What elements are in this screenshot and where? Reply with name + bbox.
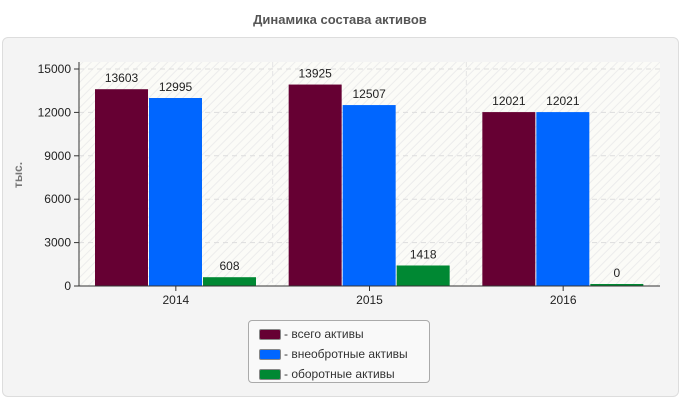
- x-tick-label: 2016: [550, 293, 577, 307]
- data-label: 608: [219, 259, 239, 273]
- data-label: 12995: [159, 80, 193, 94]
- data-label: 13603: [105, 71, 139, 85]
- y-tick-label: 0: [64, 279, 71, 293]
- x-tick-label: 2014: [162, 293, 189, 307]
- data-label: 13925: [298, 67, 332, 81]
- data-label: 12021: [492, 94, 526, 108]
- bar: [590, 284, 644, 286]
- bar: [149, 98, 202, 286]
- legend-label: - всего активы: [284, 327, 364, 341]
- legend-swatch: [259, 348, 281, 360]
- bar: [203, 277, 256, 286]
- legend-label: - внеобротные активы: [284, 347, 408, 361]
- data-label: 1418: [410, 247, 437, 261]
- legend-item: - оборотные активы: [249, 365, 429, 383]
- bar: [536, 112, 590, 287]
- y-axis-label: тыс.: [11, 162, 25, 188]
- y-tick-label: 6000: [44, 192, 71, 206]
- legend: - всего активы - внеобротные активы - обор…: [248, 320, 430, 383]
- chart-title: Динамика состава активов: [253, 12, 427, 27]
- legend-item: - всего активы: [249, 325, 429, 343]
- legend-swatch: [259, 328, 281, 340]
- y-tick-label: 3000: [44, 236, 71, 250]
- legend-swatch: [259, 368, 281, 380]
- x-tick-label: 2015: [356, 293, 383, 307]
- legend-label: - оборотные активы: [284, 367, 395, 381]
- y-tick-label: 15000: [38, 62, 72, 76]
- bar: [288, 84, 342, 286]
- y-tick-label: 12000: [38, 105, 72, 119]
- y-tick-label: 9000: [44, 149, 71, 163]
- bar: [396, 265, 450, 286]
- bar: [95, 89, 148, 286]
- bar: [482, 112, 536, 287]
- data-label: 0: [613, 266, 620, 280]
- data-label: 12021: [546, 94, 580, 108]
- legend-item: - внеобротные активы: [249, 345, 429, 363]
- bar: [342, 105, 396, 286]
- data-label: 12507: [352, 87, 386, 101]
